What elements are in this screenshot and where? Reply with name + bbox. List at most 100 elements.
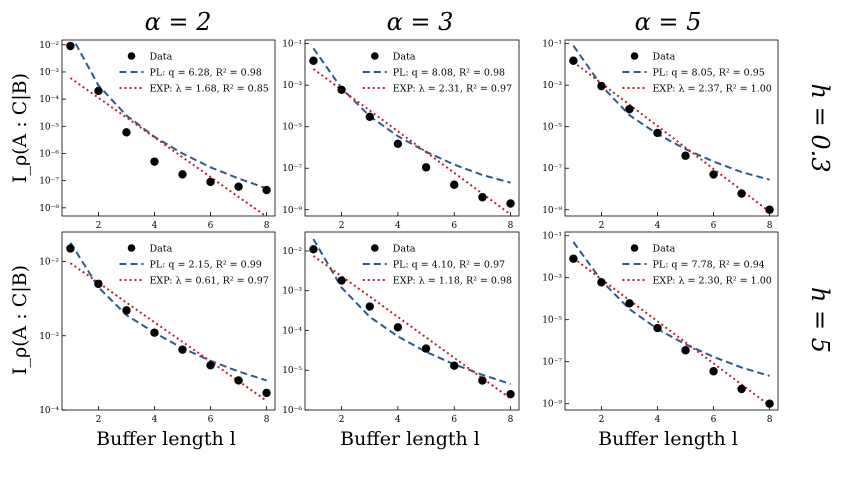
x-tick-label: 8 xyxy=(264,221,270,231)
data-point xyxy=(206,177,215,187)
pl-fit-line xyxy=(72,40,267,190)
x-tick-label: 6 xyxy=(451,221,457,231)
exp-fit-line xyxy=(312,255,512,400)
y-tick-label: 10⁻³ xyxy=(542,81,562,91)
svg-text:α = 3: α = 3 xyxy=(387,8,454,36)
y-tick-label: 10⁻⁵ xyxy=(282,366,302,376)
data-point xyxy=(597,81,606,91)
y-tick-label: 10⁻¹ xyxy=(542,40,562,50)
x-tick-label: 8 xyxy=(767,221,773,231)
plot-frame xyxy=(61,231,276,411)
y-tick-label: 10⁻⁵ xyxy=(39,122,59,132)
data-point xyxy=(66,244,75,253)
plot-frame xyxy=(564,231,779,411)
y-tick-label: 10⁻⁸ xyxy=(39,204,59,214)
y-tick-label: 10⁻⁶ xyxy=(39,149,59,159)
data-point xyxy=(66,41,75,51)
y-tick-label: 10⁻³ xyxy=(282,81,302,91)
legend-pl-label: PL: q = 8.08, R² = 0.98 xyxy=(393,68,505,79)
legend-pl-label: PL: q = 8.05, R² = 0.95 xyxy=(653,68,765,79)
x-tick-label: 6 xyxy=(451,415,457,425)
legend: Data PL: q = 8.08, R² = 0.98 EXP: λ = 2.31… xyxy=(362,52,512,95)
data-point xyxy=(150,328,159,337)
column-title-3: α = 5 xyxy=(635,8,702,36)
data-point xyxy=(365,302,374,311)
data-point xyxy=(681,346,690,355)
plot-frame xyxy=(304,231,520,411)
row-label-1: h = 0.3 xyxy=(806,84,834,173)
legend-data-label: Data xyxy=(150,52,173,63)
legend: Data PL: q = 6.28, R² = 0.98 EXP: λ = 1.68… xyxy=(119,52,269,95)
y-axis-label-row-1: I_ρ(A : C|B) xyxy=(9,73,31,183)
exp-fit-line xyxy=(572,61,771,213)
legend-pl-label: PL: q = 2.15, R² = 0.99 xyxy=(150,260,262,271)
data-point xyxy=(737,384,746,394)
y-tick-label: 10⁻⁵ xyxy=(542,123,562,133)
x-tick-label: 6 xyxy=(208,221,214,231)
x-tick-label: 8 xyxy=(508,221,514,231)
data-point xyxy=(122,128,131,137)
pl-fit-line xyxy=(572,241,770,377)
legend-data-label: Data xyxy=(653,52,676,63)
legend-exp-label: EXP: λ = 2.30, R² = 1.00 xyxy=(653,276,772,287)
data-point xyxy=(150,157,159,166)
x-tick-label: 4 xyxy=(395,415,401,425)
x-axis-label-col-3: Buffer length l xyxy=(598,428,738,450)
x-tick-label: 2 xyxy=(599,221,605,231)
data-point xyxy=(309,245,318,254)
legend-pl-label: PL: q = 7.78, R² = 0.94 xyxy=(653,260,765,271)
data-point xyxy=(625,104,634,114)
data-point xyxy=(421,344,431,353)
column-title-1: α = 2 xyxy=(145,8,212,36)
data-point xyxy=(681,151,690,160)
data-point xyxy=(625,299,634,308)
x-tick-label: 2 xyxy=(339,221,345,231)
y-tick-label: 10⁻² xyxy=(282,247,302,257)
y-tick-label: 10⁻² xyxy=(39,41,59,51)
legend-data-marker xyxy=(630,244,639,252)
data-point xyxy=(506,199,515,208)
exp-fit-line xyxy=(69,77,268,216)
x-tick-label: 8 xyxy=(264,415,270,425)
data-point xyxy=(506,389,515,399)
x-tick-label: 6 xyxy=(711,221,717,231)
x-tick-label: 2 xyxy=(599,415,605,425)
y-tick-label: 10⁻⁹ xyxy=(542,400,562,410)
plot-frame xyxy=(304,39,520,217)
exp-fit-line xyxy=(312,68,512,216)
panel-2: 2 4 6 8 10⁻⁹ 10⁻⁷ 10⁻⁵ 10⁻³ 10⁻¹ Data PL: q = 8.08… xyxy=(282,39,520,231)
data-point xyxy=(262,185,271,195)
data-point xyxy=(569,254,578,263)
plot-frame xyxy=(564,39,779,217)
legend: Data PL: q = 7.78, R² = 0.94 EXP: λ = 2.30… xyxy=(622,244,772,287)
pl-fit-line xyxy=(69,242,267,382)
x-tick-label: 2 xyxy=(96,415,102,425)
legend-pl-label: PL: q = 4.10, R² = 0.97 xyxy=(393,260,505,271)
data-point xyxy=(365,112,374,121)
panel-4: 2 4 6 8 10⁻⁴ 10⁻³ 10⁻² Data PL: q = 2.15, R² = 0… xyxy=(39,231,276,425)
data-point xyxy=(337,85,346,94)
y-tick-label: 10⁻⁴ xyxy=(39,406,59,416)
legend-data-marker xyxy=(127,244,136,252)
data-point xyxy=(737,189,746,198)
y-tick-label: 10⁻⁵ xyxy=(282,123,302,133)
y-tick-label: 10⁻³ xyxy=(39,332,59,342)
pl-fit-line xyxy=(572,45,770,181)
plot-frame xyxy=(61,39,276,217)
x-tick-label: 2 xyxy=(339,415,345,425)
legend-exp-label: EXP: λ = 0.61, R² = 0.97 xyxy=(150,276,269,287)
data-point xyxy=(178,345,187,354)
data-point xyxy=(262,388,271,398)
y-tick-label: 10⁻⁴ xyxy=(282,326,302,336)
data-point xyxy=(765,399,774,408)
row-label-2: h = 5 xyxy=(806,287,834,353)
panel-6: 2 4 6 8 10⁻⁹ 10⁻⁷ 10⁻⁵ 10⁻³ 10⁻¹ Data PL: q = 7.78… xyxy=(542,231,779,425)
column-title-2: α = 3 xyxy=(387,8,454,36)
legend-data-marker xyxy=(630,52,639,60)
y-tick-label: 10⁻⁵ xyxy=(542,316,562,326)
svg-text:α = 5: α = 5 xyxy=(635,8,702,36)
svg-text:α = 2: α = 2 xyxy=(145,8,212,36)
x-tick-label: 8 xyxy=(508,415,514,425)
legend-data-label: Data xyxy=(653,244,676,255)
